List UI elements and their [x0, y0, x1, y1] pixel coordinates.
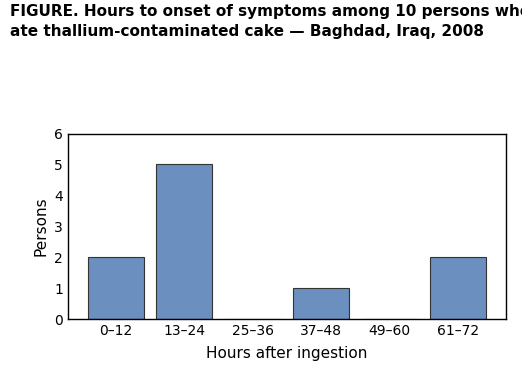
- Bar: [88, 257, 144, 319]
- Text: FIGURE. Hours to onset of symptoms among 10 persons who
ate thallium-contaminate: FIGURE. Hours to onset of symptoms among…: [10, 4, 522, 39]
- Y-axis label: Persons: Persons: [33, 197, 49, 256]
- Bar: [430, 257, 487, 319]
- X-axis label: Hours after ingestion: Hours after ingestion: [206, 346, 368, 361]
- Bar: [293, 288, 349, 319]
- Bar: [156, 164, 212, 319]
